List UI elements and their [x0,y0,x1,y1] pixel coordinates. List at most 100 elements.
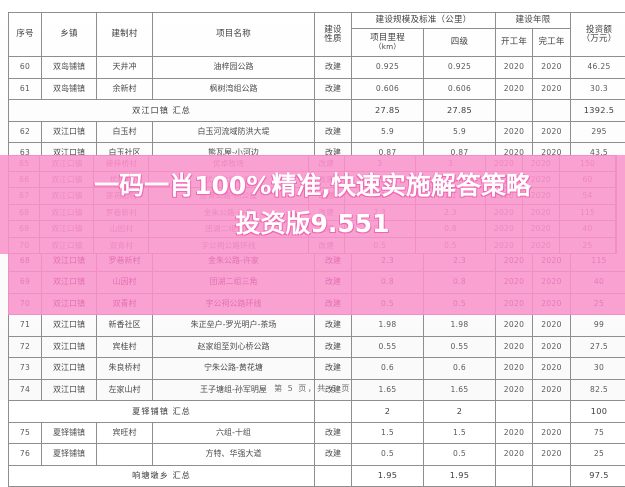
cell-amount: 99 [571,315,625,337]
cell-project: 双朱线拓宽改造 [153,164,315,186]
cell-amount: 40 [571,272,625,294]
cell-type: 改建 [315,250,352,272]
cell-town: 双江口镇 [42,315,97,337]
cell-seq: 76 [9,444,42,466]
cell-end: 2020 [533,336,571,358]
cell-start: 2020 [496,315,533,337]
cell-grade: 0.606 [424,78,496,100]
cell-km: 0.55 [352,336,424,358]
cell-amount: 97.5 [571,465,625,487]
cell-type: 改建 [315,57,352,79]
cell-type: 改建 [315,293,352,315]
cell-village: 双青村 [97,293,153,315]
cell-type: 改建 [315,164,352,186]
cell-town: 双江口镇 [42,143,97,165]
cell-end: 2020 [533,250,571,272]
cell-km: 0.925 [352,57,424,79]
cell-start: 2020 [496,57,533,79]
cell-grade: 1.95 [424,465,496,487]
cell-start: 2020 [496,444,533,466]
cell-km: 1.5 [352,422,424,444]
cell-village: 槎梓桥村 [97,164,153,186]
cell-village: 朱良桥村 [97,358,153,380]
cell-town: 双岛铺镇 [42,78,97,100]
cell-seq: 65 [9,186,42,208]
cell-project: 白玉河流域防洪大堤 [153,121,315,143]
cell-village: 余新村 [97,78,153,100]
cell-project: 宁朱公路-黄花塘 [153,358,315,380]
cell-grade: 0.6 [424,358,496,380]
cell-start: 2020 [496,121,533,143]
cell-project: 朱正垒户-罗光明户-茶场 [153,315,315,337]
cell-project: 宇公祠公路环线 [153,293,315,315]
cell-grade: 0.87 [424,143,496,165]
cell-grade: 0.55 [424,336,496,358]
cell-type: 改建 [315,444,352,466]
cell-project: 赵家组至刘心桥公路 [153,336,315,358]
cell-seq: 71 [9,315,42,337]
cell-start: 2020 [496,207,533,229]
cell-seq: 61 [9,78,42,100]
col-header-km-line2: （km） [352,43,423,51]
cell-grade: 1.2 [424,207,496,229]
cell-village: 宾桂村 [97,336,153,358]
cell-project: 团湖二组三角 [153,272,315,294]
cell-end [533,465,571,487]
cell-grade: 0.8 [424,272,496,294]
cell-end: 2020 [533,164,571,186]
cell-seq: 69 [9,272,42,294]
cell-seq: 64 [9,164,42,186]
cell-village: 天井冲 [97,57,153,79]
cell-start [496,100,533,122]
cell-km: 0.8 [352,272,424,294]
cell-seq: 73 [9,358,42,380]
cell-grade: 1.1 [424,229,496,251]
col-header-km: 项目里程 （km） [352,29,424,57]
cell-seq: 62 [9,121,42,143]
cell-town: 双江口镇 [42,358,97,380]
table-header: 序号 乡镇 建制村 项目名称 建设 性质 建设规模及标准（公里） 建设年限 投资… [9,13,625,57]
cell-type: 改建 [315,143,352,165]
cell-project: 方特、华强大道 [153,444,315,466]
cell-type: 改建 [315,358,352,380]
cell-village: 宾旺村 [97,422,153,444]
cell-amount: 46.25 [571,57,625,79]
cell-km: 5.9 [352,121,424,143]
summary-row-label: 响塘墩乡 汇总 [9,465,315,487]
cell-amount: 43.5 [571,143,625,165]
cell-town: 夏铎铺镇 [42,444,97,466]
cell-km: 1.98 [352,315,424,337]
cell-km: 27.85 [352,100,424,122]
cell-amount: 30.3 [571,78,625,100]
cell-start [496,401,533,423]
col-header-scale-group: 建设规模及标准（公里） [352,13,496,29]
cell-km: 1.1 [352,229,424,251]
cell-km: 0.87 [352,143,424,165]
road-construction-table: 序号 乡镇 建制村 项目名称 建设 性质 建设规模及标准（公里） 建设年限 投资… [8,12,625,487]
cell-village [97,444,153,466]
cell-amount: 295 [571,121,625,143]
cell-end: 2020 [533,57,571,79]
cell-type [315,465,352,487]
cell-start: 2020 [496,293,533,315]
cell-km: 1.2 [352,207,424,229]
page-footer: 第 5 页，共 6 页 [0,383,625,394]
cell-project: 金朱公路-许家 [153,250,315,272]
cell-end [533,401,571,423]
cell-project: 枫树湾组公路 [153,78,315,100]
cell-village: 白玉社区 [97,143,153,165]
cell-project: 熊瓦屋-小河边 [153,143,315,165]
cell-start: 2020 [496,229,533,251]
cell-end: 2020 [533,207,571,229]
cell-amount: 1392.5 [571,100,625,122]
cell-end: 2020 [533,422,571,444]
cell-town: 双江口镇 [42,186,97,208]
col-header-years-group: 建设年限 [496,13,571,29]
